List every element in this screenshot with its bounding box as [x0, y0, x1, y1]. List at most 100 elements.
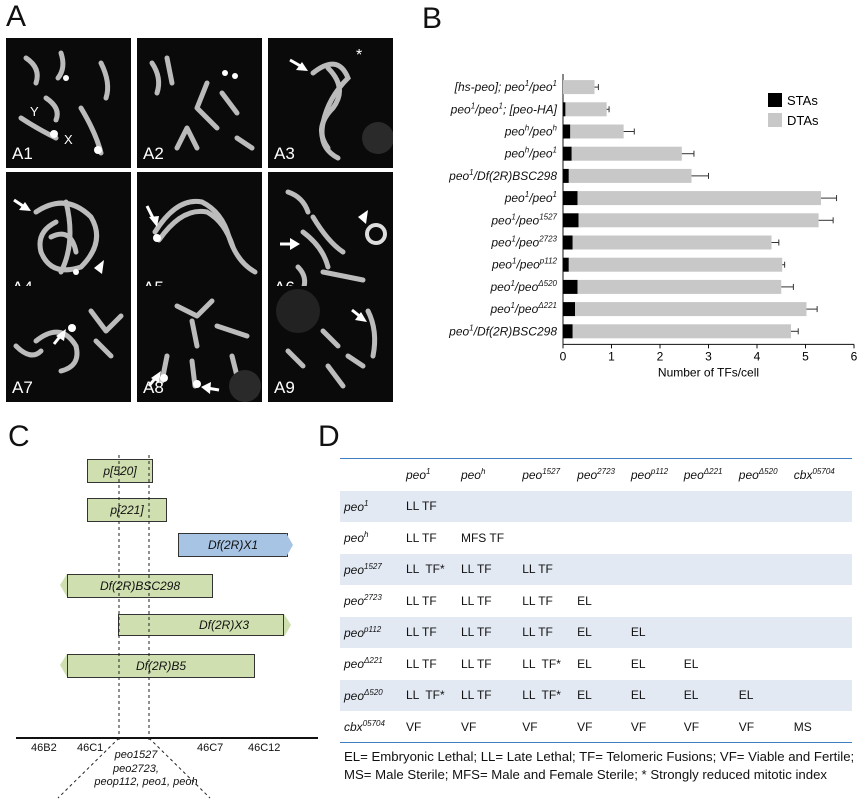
table-cell: VF — [630, 719, 647, 734]
column-header: peo1527 — [522, 467, 561, 483]
table-cell: VF — [683, 719, 700, 734]
column-header: peop112 — [630, 467, 669, 483]
table-row: peo1527 LL TF* LL TF LL TF — [340, 553, 852, 585]
table-cell — [683, 616, 739, 648]
table-cell — [793, 553, 852, 585]
table-cell: VF — [738, 719, 755, 734]
category-label: peoh​/peo1​ — [504, 146, 557, 161]
chromosome-image — [145, 198, 258, 275]
micrograph-label: A1 — [12, 144, 33, 163]
table-row: peoh LL TF MFS TF — [340, 522, 852, 554]
arrow-icon — [280, 238, 300, 250]
table-row: peo2723 LL TF LL TF LL TF EL — [340, 585, 852, 617]
x-tick-label: 5 — [802, 349, 809, 363]
allele-line: peop112, peo1, peoh — [94, 776, 198, 788]
bar-sta — [563, 279, 578, 294]
band-46c12: 46C12 — [248, 742, 281, 754]
table-footnote: EL= Embryonic Lethal; LL= Late Lethal; T… — [344, 748, 859, 784]
bar-sta — [563, 257, 569, 272]
table-cell: LL TF — [460, 593, 492, 608]
chromosome-image — [149, 55, 255, 151]
table-cell — [739, 522, 794, 554]
table-cell — [522, 522, 577, 554]
row-header: peo2723 — [344, 593, 382, 609]
bar-dta — [568, 168, 692, 183]
x-tick-label: 3 — [705, 349, 712, 363]
category-label: peo1​/peoΔ221​ — [489, 301, 557, 316]
table-cell: MFS TF — [460, 530, 505, 545]
footnote-line: MS= Male Sterile; MFS= Male and Female S… — [344, 767, 828, 782]
micrograph-label: A3 — [274, 144, 295, 163]
box-label: p[221] — [110, 503, 144, 517]
category-label: peo1​/Df(2R)BSC298 — [448, 323, 557, 338]
x-tick-label: 2 — [657, 349, 664, 363]
category-label: peo1​/peop112​ — [491, 257, 558, 272]
table-cell — [794, 585, 852, 617]
table-row: cbx05704 VF VF VF VF VF VF VF MS — [340, 711, 852, 743]
category-label: peo1​/peo2723​ — [490, 235, 557, 250]
table-cell: EL — [630, 616, 684, 648]
box-p520: p[520] — [87, 459, 153, 483]
table-bottom-rule — [340, 742, 852, 743]
table-cell — [460, 490, 523, 522]
panel-label-a: A — [6, 0, 27, 33]
table-cell: LL TF* — [406, 553, 461, 585]
bar-dta — [577, 191, 822, 206]
x-tick-label: 0 — [560, 349, 567, 363]
table-cell — [683, 553, 739, 585]
micrograph-label: A8 — [143, 378, 164, 397]
box-label: Df(2R)X3 — [198, 618, 249, 632]
table-cell: EL — [577, 679, 631, 711]
micrograph-a9: A9 — [268, 286, 393, 402]
micrograph-a2: A2 — [137, 38, 262, 168]
bar-dta — [577, 279, 782, 294]
table-cell — [631, 585, 684, 617]
band-46c7: 46C7 — [197, 742, 224, 754]
table-cell: LL TF — [406, 490, 461, 522]
footnote-line: EL= Embryonic Lethal; LL= Late Lethal; T… — [344, 749, 855, 764]
bar-dta — [563, 80, 595, 95]
arrow-icon — [147, 371, 161, 387]
table-cell: LL TF — [406, 656, 437, 671]
table-cell: VF — [577, 719, 593, 734]
table-cell: VF — [460, 719, 477, 734]
arrowhead-icon — [94, 260, 104, 274]
row-header: peoh — [344, 530, 369, 546]
arrow-icon — [52, 329, 66, 345]
arrow-icon — [13, 198, 31, 211]
table-top-rule — [340, 458, 852, 459]
chromosome-image: Y X — [18, 50, 111, 156]
arrow-icon — [145, 205, 159, 227]
table-cell — [793, 616, 852, 648]
chromosome-image: * — [289, 47, 393, 161]
bar-dta — [572, 324, 791, 339]
micrograph-label: A9 — [274, 378, 295, 397]
bar-sta — [563, 124, 571, 139]
micrograph-a5: A5 — [137, 172, 262, 302]
allele-line: peo1527 — [114, 749, 158, 761]
row-header: peop112 — [340, 616, 406, 648]
box-df2rx3: Df(2R)X3 — [118, 614, 284, 636]
table-row: peoΔ221 LL TF LL TF LL TF* EL EL EL — [340, 648, 852, 680]
column-header: cbx05704 — [793, 467, 835, 483]
table-cell: VF — [522, 719, 538, 734]
table-cell: VF — [406, 719, 422, 734]
box-label: p[520] — [103, 464, 137, 478]
table-cell: EL — [630, 656, 646, 671]
x-tick-label: 6 — [851, 349, 858, 363]
table-cell — [739, 585, 794, 617]
tf-bar-chart: 0 1 2 3 4 5 6 Number of TFs/cell [hs-peo]; peo1​… — [448, 74, 858, 379]
table-cell — [630, 553, 684, 585]
bar-dta — [568, 257, 783, 272]
category-label: peo1​/peo1​ — [504, 190, 557, 205]
micrograph-a7: A7 — [6, 286, 131, 402]
table-row: peo1 LL TF — [340, 490, 852, 522]
table-cell — [793, 679, 852, 711]
category-label: peo1​/peo1527​ — [490, 212, 557, 227]
table-cell — [738, 553, 794, 585]
category-label: peo1​/Df(2R)BSC298 — [448, 168, 557, 183]
micrograph-label: A7 — [12, 378, 33, 397]
box-label: Df(2R)BSC298 — [99, 579, 181, 593]
row-header: peo1527 — [340, 553, 406, 585]
table-cell: LL TF — [522, 553, 578, 585]
